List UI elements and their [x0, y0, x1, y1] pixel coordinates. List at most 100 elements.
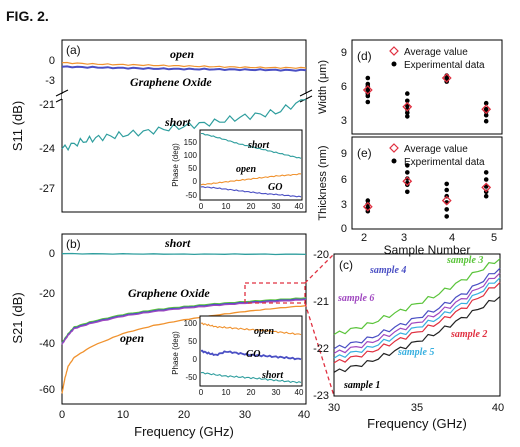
panel-c-xtick-1: 35: [411, 402, 423, 414]
inset-a-ytick-1: 100: [184, 151, 198, 160]
panel-e-exp-point: [483, 177, 489, 182]
panel-a-ylabel: S11 (dB): [10, 101, 25, 151]
panel-b-ytick-0: 0: [49, 248, 55, 260]
panel-e-ylabel: Thickness (nm): [317, 145, 329, 220]
panel-a-ytick-0: 0: [49, 55, 55, 67]
legend-d-avg-marker: [389, 46, 399, 56]
panel-e-xtick-1: 3: [401, 232, 407, 244]
panel-b-go-label: Graphene Oxide: [128, 286, 210, 300]
inset-b-line-go: [200, 349, 302, 361]
panel-d: (d) 9 6 3 Width (μm) Average value Exper…: [317, 39, 503, 135]
inset-b-ylabel: Phase (deg): [171, 331, 180, 375]
panel-b-xtick-4: 40: [298, 409, 310, 421]
panel-e-xtick-3: 5: [491, 232, 497, 244]
panel-c-xlabel: Frequency (GHz): [367, 416, 467, 431]
panel-c-label-sample3: sample 3: [446, 255, 483, 266]
inset-a-xtick-1: 10: [222, 202, 231, 211]
inset-b-xtick-2: 20: [247, 388, 256, 397]
panel-a-label: (a): [66, 43, 81, 57]
legend-e-exp-label: Experimental data: [404, 157, 485, 168]
inset-a-open-label: open: [236, 164, 256, 175]
panel-c-line-sample-6: [333, 272, 501, 354]
panel-b-xtick-1: 10: [117, 409, 129, 421]
panel-d-exp-point: [405, 110, 410, 116]
panel-d-exp-point: [483, 112, 489, 118]
panel-a-open-label: open: [170, 47, 194, 61]
panel-d-label: (d): [357, 49, 372, 63]
panel-b-frame: [61, 233, 307, 405]
legend-e-avg-marker: [389, 143, 399, 153]
panel-b-short-label: short: [164, 236, 191, 250]
panel-e-exp-point: [365, 201, 371, 207]
panel-a-ytick-1: -3: [45, 75, 55, 87]
panel-c-ytick-0: -20: [313, 249, 329, 261]
panel-d-frame: [351, 39, 503, 135]
panel-a-axis-break: [55, 89, 313, 103]
inset-a-go-label: GO: [268, 182, 282, 193]
inset-b-xtick-3: 30: [272, 388, 281, 397]
panel-e-ytick-1: 6: [341, 174, 347, 186]
inset-b-xtick-4: 40: [295, 388, 304, 397]
panel-e-exp-point: [444, 207, 450, 212]
panel-d-exp-point: [405, 98, 410, 104]
inset-a-line-short: [200, 132, 302, 159]
panel-d-exp-point: [365, 99, 371, 105]
inset-b-line-open: [200, 322, 302, 336]
panel-c-ytick-1: -21: [313, 296, 329, 308]
panel-e-avg-marker: [402, 176, 413, 187]
panel-e-legend: Average value Experimental data: [389, 143, 485, 168]
inset-a-xtick-0: 0: [199, 202, 204, 211]
panel-e-ytick-0: 9: [341, 148, 347, 160]
panel-c-label-sample1: sample 1: [343, 380, 380, 391]
legend-d-avg-label: Average value: [404, 47, 468, 58]
panel-d-avg-marker: [441, 73, 452, 83]
inset-b-ytick-0: 100: [184, 319, 198, 328]
panel-c-line-sample-2: [333, 281, 501, 364]
panel-b-label: (b): [66, 237, 81, 251]
panel-e-exp-point: [365, 198, 371, 203]
panel-c-label-sample5: sample 5: [397, 347, 434, 358]
panel-a-line-graphene-oxide: [61, 65, 307, 72]
panel-b-line-short: [61, 252, 307, 256]
panel-e-exp-point: [444, 181, 450, 187]
panel-b: (b) 0 -20 -40 -60 S21 (dB) 0 10 20 30 40…: [10, 233, 310, 439]
panel-a-short-label: short: [164, 115, 191, 129]
panel-e-xlabel: Sample Number: [384, 243, 471, 257]
inset-a-line-go: [200, 186, 302, 198]
panel-e-label: (e): [357, 146, 372, 160]
panel-d-ytick-1: 6: [341, 81, 347, 93]
panel-e-avg-marker: [481, 182, 492, 193]
panel-d-exp-point: [365, 87, 371, 93]
panel-b-line-open: [61, 304, 307, 394]
figure-label: FIG. 2.: [6, 8, 49, 24]
inset-b-line-short: [200, 371, 302, 384]
panel-c-label: (c): [339, 258, 353, 272]
legend-e-exp-marker: [391, 158, 397, 164]
inset-b-ytick-1: 50: [188, 337, 197, 346]
panel-d-ylabel: Width (μm): [317, 60, 329, 114]
inset-b-xtick-0: 0: [199, 388, 204, 397]
panel-d-avg-marker: [362, 85, 373, 95]
panel-d-legend: Average value Experimental data: [389, 46, 485, 71]
panel-e-xtick-2: 4: [449, 232, 455, 244]
panel-d-exp-point: [405, 114, 410, 119]
panel-b-xlabel: Frequency (GHz): [134, 424, 234, 439]
panel-c-line-sample-5: [333, 277, 501, 359]
panel-e-exp-point: [405, 170, 410, 175]
panel-d-avg-marker: [402, 101, 413, 112]
panel-c-line-sample-1: [333, 296, 501, 373]
panel-e-exp-point: [444, 214, 450, 219]
panel-a-frame: [61, 39, 307, 213]
panel-a-go-label: Graphene Oxide: [130, 75, 212, 89]
panel-d-exp-point: [365, 75, 371, 81]
inset-b-xtick-1: 10: [222, 388, 231, 397]
inset-b-open-label: open: [254, 326, 274, 337]
panel-d-exp-point: [483, 118, 489, 124]
panel-d-exp-point: [483, 100, 489, 106]
panel-e-xtick-0: 2: [361, 232, 367, 244]
inset-b-ytick-3: -50: [185, 373, 197, 382]
panel-a-line-open: [61, 61, 307, 69]
panel-d-ytick-0: 9: [341, 47, 347, 59]
panel-a-ytick-2: -21: [39, 99, 55, 111]
zoom-indicator: [244, 253, 335, 397]
